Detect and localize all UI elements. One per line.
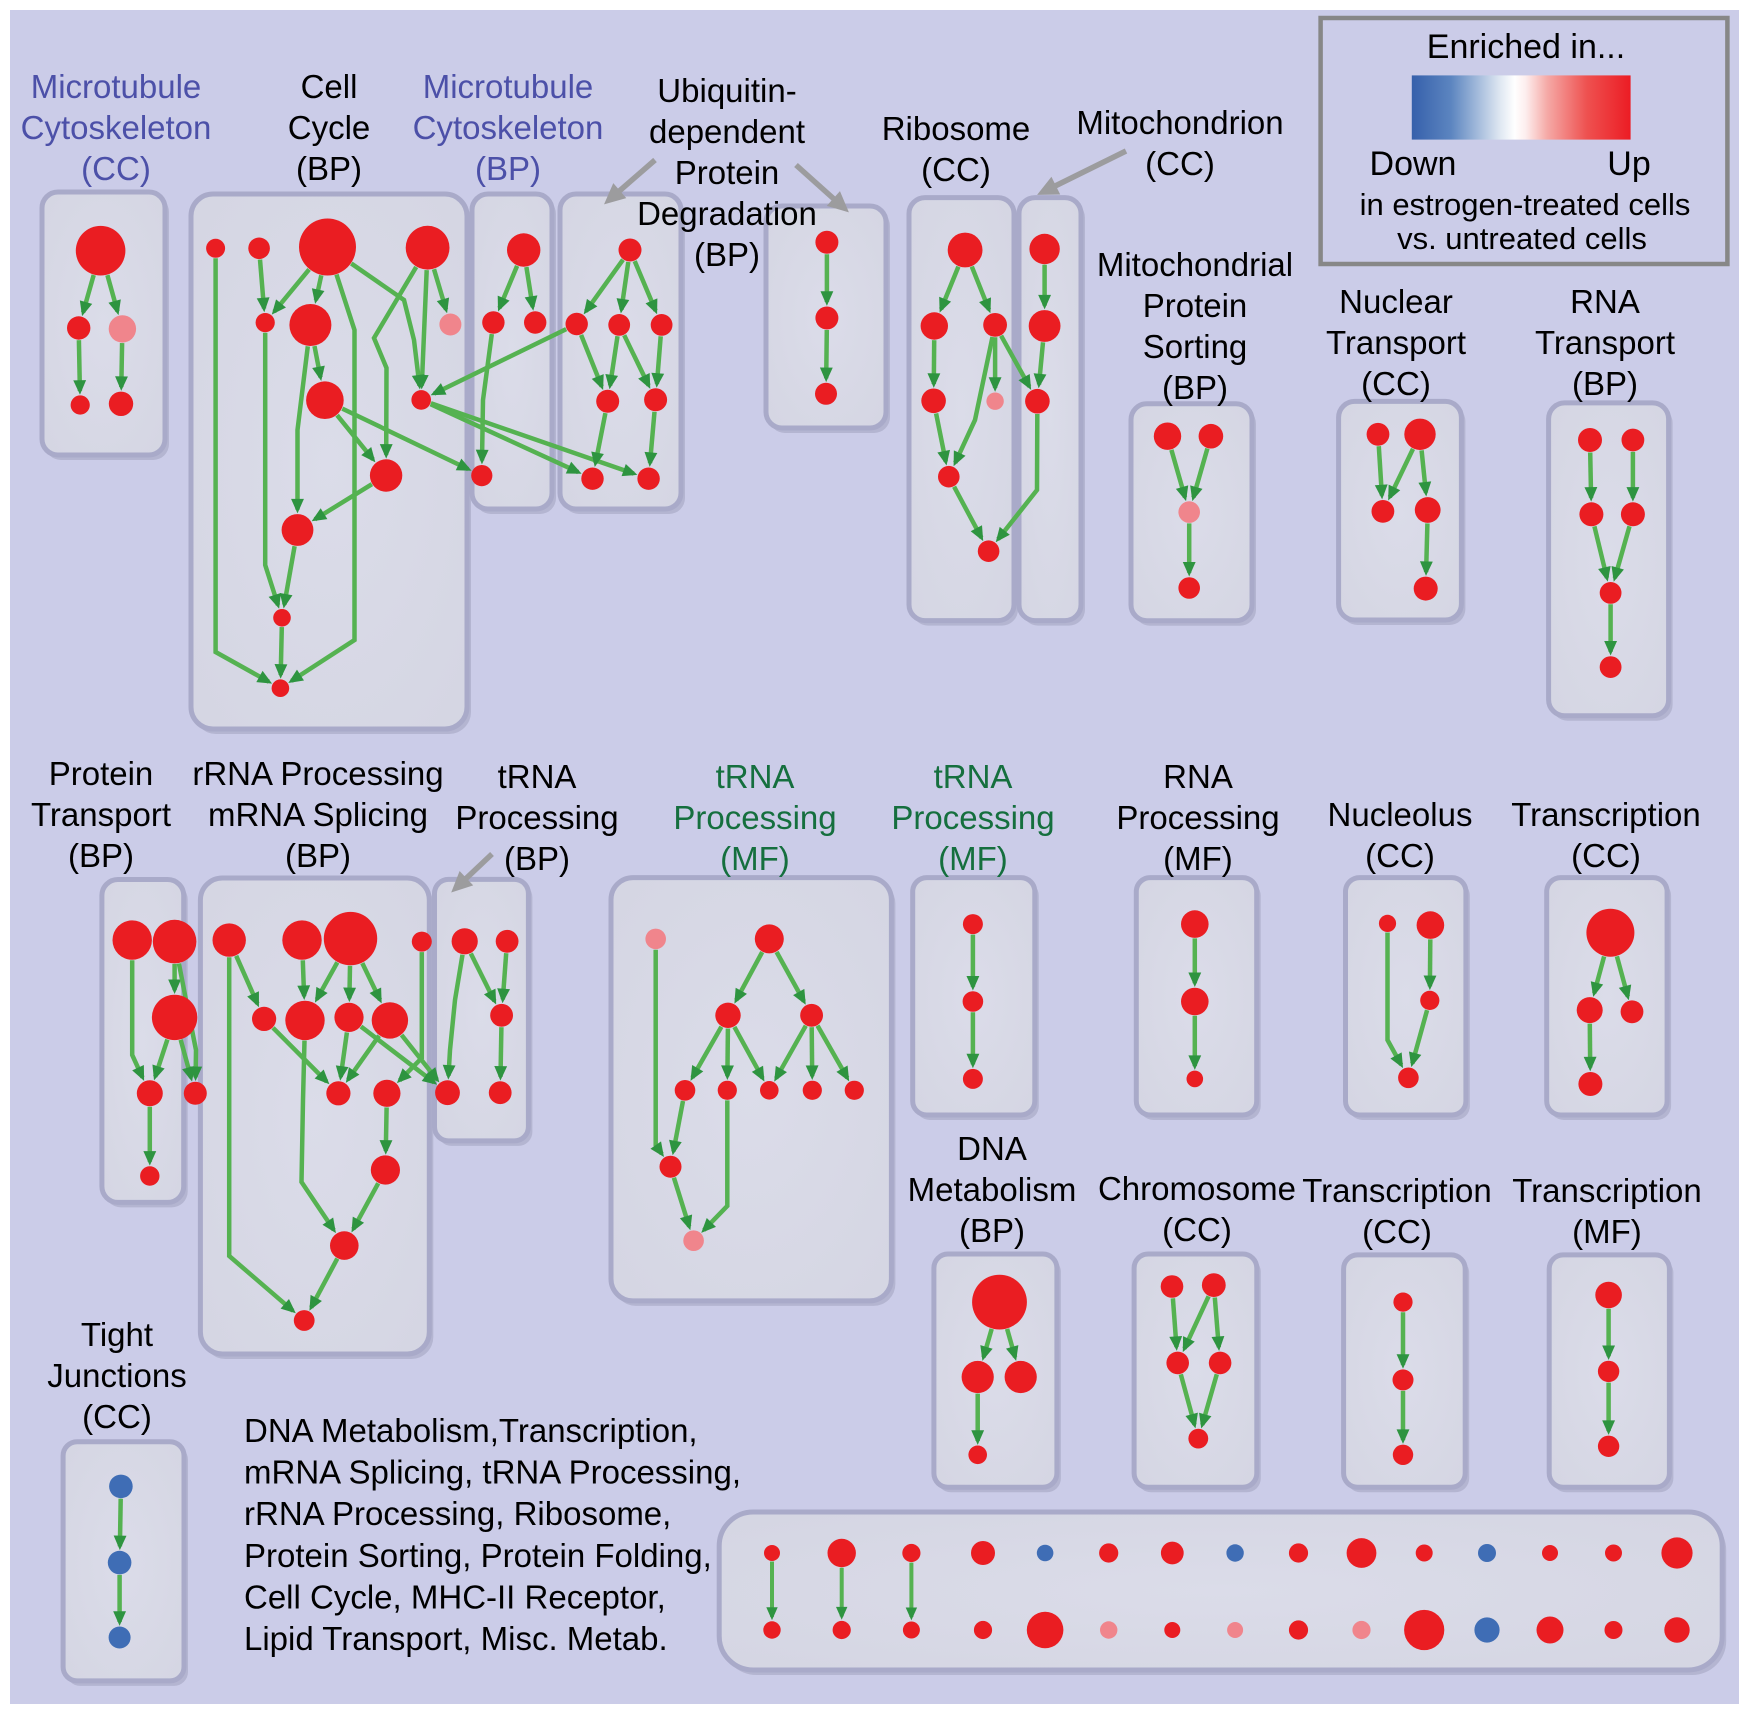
svg-text:(BP): (BP) xyxy=(694,236,760,273)
svg-text:Ubiquitin-: Ubiquitin- xyxy=(657,72,796,109)
svg-text:Microtubule: Microtubule xyxy=(31,68,202,105)
svg-text:(BP): (BP) xyxy=(475,150,541,187)
svg-text:Junctions: Junctions xyxy=(47,1357,186,1394)
svg-text:Nucleolus: Nucleolus xyxy=(1328,796,1473,833)
svg-text:(BP): (BP) xyxy=(1162,369,1228,406)
svg-text:(BP): (BP) xyxy=(285,837,351,874)
svg-text:Cell: Cell xyxy=(301,68,358,105)
svg-text:dependent: dependent xyxy=(649,113,805,150)
svg-text:(BP): (BP) xyxy=(504,840,570,877)
svg-text:in estrogen-treated cells: in estrogen-treated cells xyxy=(1360,187,1691,222)
svg-text:(CC): (CC) xyxy=(81,150,151,187)
svg-text:rRNA Processing: rRNA Processing xyxy=(192,755,443,792)
svg-text:(BP): (BP) xyxy=(68,837,134,874)
svg-text:tRNA: tRNA xyxy=(498,758,577,795)
svg-text:Chromosome: Chromosome xyxy=(1098,1170,1296,1207)
svg-text:(CC): (CC) xyxy=(1361,365,1431,402)
svg-text:Enriched in...: Enriched in... xyxy=(1427,28,1625,66)
svg-text:Protein: Protein xyxy=(675,154,780,191)
svg-text:Transcription: Transcription xyxy=(1511,796,1701,833)
svg-text:Metabolism: Metabolism xyxy=(908,1171,1077,1208)
svg-text:Protein Sorting, Protein Foldi: Protein Sorting, Protein Folding, xyxy=(244,1537,712,1574)
svg-text:(CC): (CC) xyxy=(1145,145,1215,182)
svg-text:Mitochondrion: Mitochondrion xyxy=(1076,104,1283,141)
svg-text:Cytoskeleton: Cytoskeleton xyxy=(413,109,604,146)
svg-text:Ribosome: Ribosome xyxy=(882,110,1031,147)
svg-text:Lipid Transport, Misc. Metab.: Lipid Transport, Misc. Metab. xyxy=(244,1620,668,1657)
svg-text:(BP): (BP) xyxy=(1572,365,1638,402)
svg-text:Cytoskeleton: Cytoskeleton xyxy=(21,109,212,146)
svg-text:Transport: Transport xyxy=(1535,324,1675,361)
svg-text:Transport: Transport xyxy=(31,796,171,833)
svg-text:(CC): (CC) xyxy=(1362,1213,1432,1250)
svg-text:Protein: Protein xyxy=(1143,287,1248,324)
svg-text:(CC): (CC) xyxy=(921,151,991,188)
svg-text:Transport: Transport xyxy=(1326,324,1466,361)
svg-text:(BP): (BP) xyxy=(959,1212,1025,1249)
svg-text:Protein: Protein xyxy=(49,755,154,792)
svg-text:Processing: Processing xyxy=(673,799,836,836)
svg-text:(CC): (CC) xyxy=(1162,1211,1232,1248)
svg-text:tRNA: tRNA xyxy=(934,758,1013,795)
svg-text:Transcription: Transcription xyxy=(1302,1172,1492,1209)
svg-text:RNA: RNA xyxy=(1570,283,1640,320)
svg-text:Transcription: Transcription xyxy=(1512,1172,1702,1209)
svg-text:DNA: DNA xyxy=(957,1130,1027,1167)
svg-text:Microtubule: Microtubule xyxy=(423,68,594,105)
svg-text:(MF): (MF) xyxy=(1163,840,1233,877)
svg-text:Processing: Processing xyxy=(1116,799,1279,836)
svg-text:(CC): (CC) xyxy=(1571,837,1641,874)
svg-text:(MF): (MF) xyxy=(1572,1213,1642,1250)
svg-text:(BP): (BP) xyxy=(296,150,362,187)
svg-text:Mitochondrial: Mitochondrial xyxy=(1097,246,1293,283)
svg-text:rRNA Processing, Ribosome,: rRNA Processing, Ribosome, xyxy=(244,1495,671,1532)
svg-text:(MF): (MF) xyxy=(938,840,1008,877)
svg-text:Processing: Processing xyxy=(455,799,618,836)
svg-text:mRNA Splicing, tRNA Processing: mRNA Splicing, tRNA Processing, xyxy=(244,1454,741,1491)
svg-text:mRNA Splicing: mRNA Splicing xyxy=(208,796,428,833)
svg-text:Down: Down xyxy=(1370,145,1457,183)
svg-text:(CC): (CC) xyxy=(1365,837,1435,874)
svg-text:Up: Up xyxy=(1607,145,1650,183)
svg-text:Sorting: Sorting xyxy=(1143,328,1248,365)
svg-text:Tight: Tight xyxy=(81,1316,153,1353)
svg-text:Degradation: Degradation xyxy=(637,195,817,232)
svg-text:tRNA: tRNA xyxy=(716,758,795,795)
svg-text:DNA Metabolism,Transcription,: DNA Metabolism,Transcription, xyxy=(244,1412,698,1449)
svg-text:Cell Cycle, MHC-II Receptor,: Cell Cycle, MHC-II Receptor, xyxy=(244,1578,666,1615)
svg-text:RNA: RNA xyxy=(1163,758,1233,795)
svg-text:Nuclear: Nuclear xyxy=(1339,283,1453,320)
svg-text:(MF): (MF) xyxy=(720,840,790,877)
svg-text:vs. untreated cells: vs. untreated cells xyxy=(1397,221,1647,256)
svg-text:Processing: Processing xyxy=(891,799,1054,836)
svg-text:(CC): (CC) xyxy=(82,1398,152,1435)
svg-text:Cycle: Cycle xyxy=(288,109,371,146)
